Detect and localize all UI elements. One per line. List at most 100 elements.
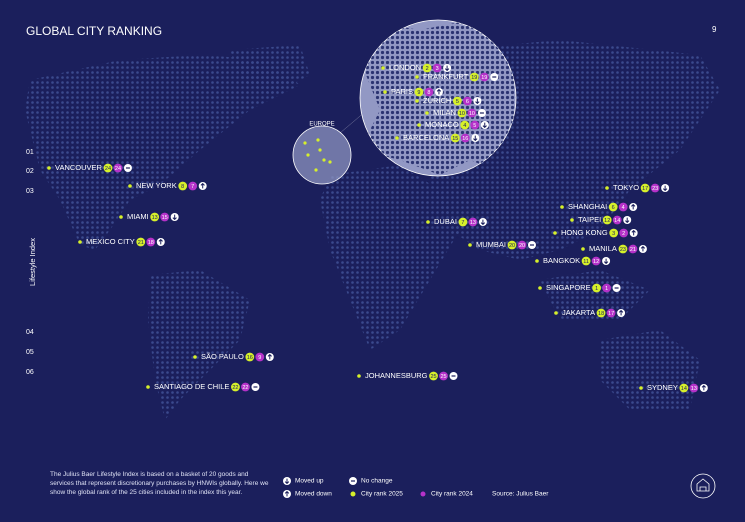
city-name: BARCELONA — [403, 133, 449, 142]
rank-2024-badge — [160, 212, 170, 222]
inset-dot — [318, 148, 322, 152]
rank-2024: 19 — [481, 75, 487, 81]
rank-2024-badge — [113, 163, 123, 173]
city-dot — [146, 385, 150, 389]
rank-2025: 23 — [620, 247, 626, 253]
city: PARIS 9 8 — [383, 87, 443, 97]
city-dot — [357, 374, 361, 378]
rank-2024-badge — [188, 181, 198, 191]
page-number: 9 — [712, 25, 717, 34]
city-dot — [605, 186, 609, 190]
city-dot — [417, 123, 421, 127]
rank-2025-badge — [609, 228, 619, 238]
move-glyph — [701, 384, 706, 391]
move-glyph — [640, 245, 646, 252]
rank-2024: 8 — [427, 90, 430, 96]
legend-text: No change — [361, 478, 393, 485]
rank-2025-badge — [150, 212, 160, 222]
move-glyph — [631, 203, 636, 210]
rank-2024-badge — [618, 202, 628, 212]
move-glyph — [284, 490, 290, 497]
rank-2025-badge — [458, 217, 468, 227]
rank-2025: 10 — [459, 111, 465, 117]
rank-2024: 14 — [614, 218, 620, 224]
rank-2025: 15 — [452, 136, 458, 142]
city-dot — [425, 111, 429, 115]
rank-2024-badge — [468, 217, 478, 227]
rank-2025: 11 — [583, 259, 589, 265]
axis-label: Lifestyle Index — [28, 238, 37, 286]
rank-2024: 17 — [608, 311, 614, 317]
axis-tick: 04 — [26, 329, 34, 336]
footnote: The Julius Baer Lifestyle Index is based… — [50, 471, 269, 496]
rank-2025-badge — [136, 237, 146, 247]
move-glyph — [618, 309, 624, 316]
rank-2024: 21 — [630, 247, 636, 253]
rank-2024: 1 — [605, 286, 608, 292]
rank-2025-badge — [507, 240, 517, 250]
rank-2025-badge — [414, 87, 424, 97]
rank-2025-badge — [245, 352, 255, 362]
rank-2025-badge — [429, 371, 438, 381]
move-glyph — [436, 88, 442, 95]
rank-2025: 24 — [105, 166, 111, 172]
city: MONACO 4 5 — [417, 120, 489, 130]
city-dot — [78, 240, 82, 244]
rank-2024-badge — [462, 96, 472, 106]
inset-dot — [314, 168, 318, 172]
rank-2024-badge — [479, 72, 489, 82]
rank-2025-badge — [618, 244, 628, 254]
rank-2025: 19 — [471, 75, 477, 81]
rank-2025-badge — [450, 133, 460, 143]
city-name: TAIPEI — [578, 215, 601, 224]
rank-2024: 3 — [436, 66, 439, 72]
legend-swatch — [350, 491, 356, 497]
city: TOKYO 17 23 — [605, 183, 670, 193]
rank-2024: 4 — [622, 205, 625, 211]
city-dot — [415, 99, 419, 103]
city: MANILA 23 21 — [581, 244, 647, 254]
rank-2024: 24 — [115, 166, 121, 172]
rank-2025-badge — [422, 63, 432, 73]
city: NEW YORK 8 7 — [128, 181, 207, 191]
city: LONDON 2 3 — [381, 63, 452, 73]
axis-tick: 05 — [26, 349, 34, 356]
city-name: MUMBAI — [476, 240, 506, 249]
city-dot — [535, 259, 539, 263]
rank-2025-badge — [640, 183, 650, 193]
city-name: MONACO — [425, 120, 459, 129]
inset-dot — [322, 158, 326, 162]
rank-2024-badge — [255, 352, 265, 362]
home-icon-glyph — [696, 478, 710, 492]
rank-2024: 13 — [691, 386, 697, 392]
rank-2025-badge — [596, 308, 606, 318]
inset-label: EUROPE — [309, 122, 334, 128]
city-dot — [381, 66, 385, 70]
city-dot — [383, 90, 387, 94]
axis-tick: 01 — [26, 149, 34, 156]
rank-2025-badge — [592, 283, 601, 293]
axis-tick: 03 — [26, 188, 34, 195]
city: SYDNEY 14 13 — [639, 383, 708, 393]
city: BANGKOK 11 12 — [535, 256, 611, 266]
rank-2025: 13 — [152, 215, 158, 221]
rank-2024-badge — [602, 283, 611, 293]
legend-text: Moved up — [295, 478, 324, 485]
rank-2025: 3 — [612, 231, 615, 237]
city-dot — [193, 355, 197, 359]
rank-2024: 5 — [473, 123, 476, 129]
city-name: MEXICO CITY — [86, 237, 135, 246]
rank-2024-badge — [467, 108, 477, 118]
city: MEXICO CITY 21 18 — [78, 237, 165, 247]
city: VANCOUVER 24 24 — [47, 163, 132, 173]
city: JAKARTA 18 17 — [554, 308, 626, 318]
rank-2024: 25 — [440, 374, 446, 380]
rank-2025-badge — [602, 215, 612, 225]
city-dot — [468, 243, 472, 247]
rank-2024: 23 — [652, 186, 658, 192]
move-glyph — [482, 122, 487, 129]
move-glyph — [444, 65, 450, 72]
rank-2025: 22 — [232, 385, 238, 391]
